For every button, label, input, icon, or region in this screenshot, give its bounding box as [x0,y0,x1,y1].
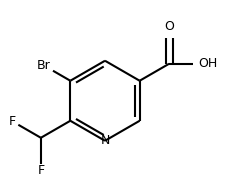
Text: F: F [9,115,16,128]
Text: O: O [164,20,174,33]
Text: Br: Br [37,59,50,72]
Text: N: N [100,134,110,147]
Text: F: F [37,164,44,177]
Text: OH: OH [198,57,217,70]
